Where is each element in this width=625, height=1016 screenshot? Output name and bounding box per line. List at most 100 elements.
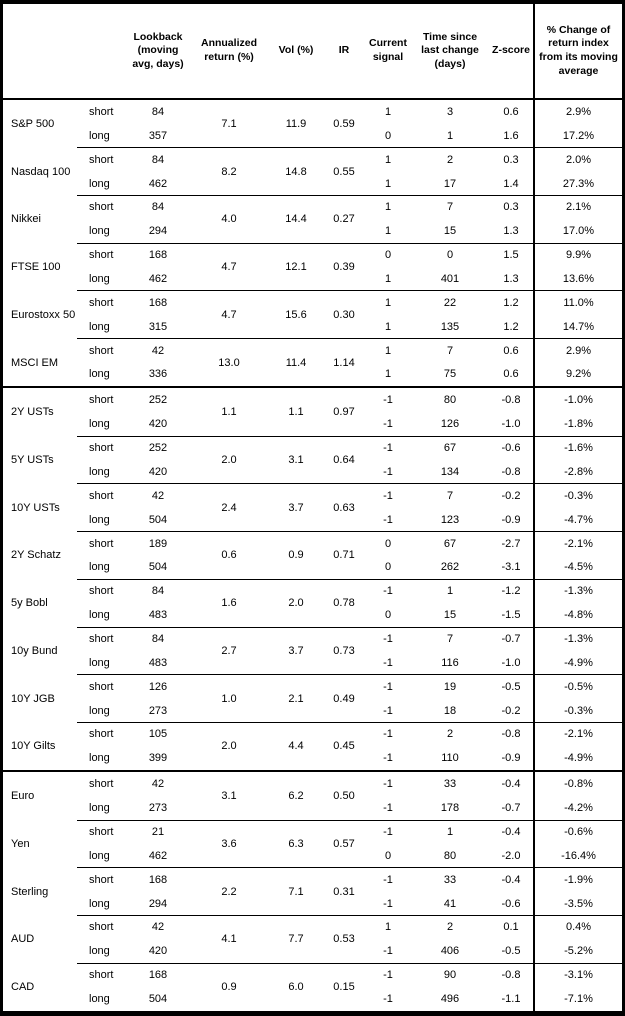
time-since-value-short: 1 bbox=[446, 825, 454, 838]
lookback-value-long: 399 bbox=[148, 752, 168, 765]
zscore-value-short: -0.8 bbox=[501, 394, 521, 407]
vol-value: 11.4 bbox=[285, 356, 307, 369]
signal-value-long: 0 bbox=[384, 129, 392, 142]
pct-change-value-short: 9.9% bbox=[533, 243, 622, 268]
col-header-zscore: Z-score bbox=[492, 44, 530, 57]
asset-name: 5Y USTs bbox=[11, 454, 54, 467]
pct-change-value-long: -7.1% bbox=[533, 987, 622, 1011]
time-since-value-long: 18 bbox=[443, 704, 457, 717]
lookback-value-long: 420 bbox=[148, 945, 168, 958]
position-label-long: long bbox=[89, 752, 110, 765]
time-since-value-long: 123 bbox=[440, 513, 460, 526]
time-since-value-short: 2 bbox=[446, 728, 454, 741]
zscore-value-short: 0.3 bbox=[503, 201, 519, 214]
asset-row-group: Eurostoxx 50 short long 168 315 4.7 15.6… bbox=[3, 290, 622, 339]
signal-value-long: -1 bbox=[383, 802, 393, 815]
lookback-value-long: 273 bbox=[148, 704, 168, 717]
table-body: S&P 500 short long 84 357 7.1 11.9 0.59 … bbox=[3, 100, 622, 1011]
asset-name: FTSE 100 bbox=[11, 261, 61, 274]
col-header-pct-change: % Change of return index from its moving… bbox=[533, 4, 622, 98]
ir-value: 0.45 bbox=[333, 740, 355, 753]
position-label-short: short bbox=[89, 969, 114, 982]
pct-change-value-long: 13.6% bbox=[533, 267, 622, 291]
lookback-value-short: 168 bbox=[148, 296, 168, 309]
pct-change-value-long: -4.9% bbox=[533, 746, 622, 771]
position-label-short: short bbox=[89, 873, 114, 886]
annualized-return-value: 13.0 bbox=[218, 356, 240, 369]
asset-name: 2Y USTs bbox=[11, 406, 54, 419]
vol-value: 3.7 bbox=[288, 501, 304, 514]
position-label-long: long bbox=[89, 993, 110, 1006]
zscore-value-short: -0.6 bbox=[501, 442, 521, 455]
time-since-value-short: 33 bbox=[443, 778, 457, 791]
col-header-current-signal: Current signal bbox=[369, 37, 407, 63]
position-label-long: long bbox=[89, 704, 110, 717]
position-label-short: short bbox=[89, 537, 114, 550]
zscore-value-long: 1.3 bbox=[503, 225, 519, 238]
ir-value: 0.31 bbox=[333, 885, 355, 898]
asset-row-group: MSCI EM short long 42 336 13.0 11.4 1.14… bbox=[3, 338, 622, 387]
position-label-long: long bbox=[89, 945, 110, 958]
asset-name: S&P 500 bbox=[11, 117, 55, 130]
signal-value-short: -1 bbox=[383, 585, 393, 598]
zscore-value-long: 1.6 bbox=[503, 129, 519, 142]
signal-value-long: -1 bbox=[383, 993, 393, 1006]
time-since-value-long: 178 bbox=[440, 802, 460, 815]
pct-change-value-short: 2.9% bbox=[533, 100, 622, 124]
ir-value: 0.63 bbox=[333, 501, 355, 514]
pct-change-value-long: -4.9% bbox=[533, 650, 622, 675]
lookback-value-long: 483 bbox=[148, 609, 168, 622]
vol-value: 14.4 bbox=[285, 213, 307, 226]
zscore-value-short: 0.1 bbox=[503, 921, 519, 934]
time-since-value-long: 126 bbox=[440, 418, 460, 431]
time-since-value-short: 67 bbox=[443, 442, 457, 455]
asset-row-group: 10Y JGB short long 126 273 1.0 2.1 0.49 … bbox=[3, 674, 622, 723]
position-label-long: long bbox=[89, 418, 110, 431]
vol-value: 3.7 bbox=[288, 644, 304, 657]
asset-name: Euro bbox=[11, 790, 35, 803]
pct-change-value-long: -0.3% bbox=[533, 698, 622, 723]
position-label-short: short bbox=[89, 249, 114, 262]
zscore-value-long: 1.4 bbox=[503, 177, 519, 190]
signal-value-short: -1 bbox=[383, 394, 393, 407]
time-since-value-short: 22 bbox=[443, 296, 457, 309]
ir-value: 0.30 bbox=[333, 308, 355, 321]
asset-name: 2Y Schatz bbox=[11, 549, 61, 562]
ir-value: 0.64 bbox=[333, 454, 355, 467]
position-label-short: short bbox=[89, 105, 114, 118]
annualized-return-value: 3.1 bbox=[221, 790, 237, 803]
pct-change-value-long: 17.2% bbox=[533, 123, 622, 148]
ir-value: 0.39 bbox=[333, 261, 355, 274]
signal-value-long: -1 bbox=[383, 704, 393, 717]
lookback-value-short: 21 bbox=[151, 825, 165, 838]
lookback-value-long: 273 bbox=[148, 802, 168, 815]
zscore-value-short: -0.4 bbox=[501, 778, 521, 791]
zscore-value-long: -1.5 bbox=[501, 609, 521, 622]
position-label-short: short bbox=[89, 394, 114, 407]
zscore-value-long: -0.2 bbox=[501, 704, 521, 717]
pct-change-value-long: 14.7% bbox=[533, 314, 622, 339]
time-since-value-long: 17 bbox=[443, 177, 457, 190]
asset-name: AUD bbox=[11, 933, 35, 946]
time-since-value-long: 406 bbox=[440, 945, 460, 958]
asset-row-group: Nikkei short long 84 294 4.0 14.4 0.27 1… bbox=[3, 194, 622, 244]
vol-value: 11.9 bbox=[285, 117, 307, 130]
pct-change-value-short: -1.0% bbox=[533, 388, 622, 413]
table-header-row: Lookback (moving avg, days) Annualized r… bbox=[3, 4, 622, 100]
pct-change-value-short: 2.9% bbox=[533, 338, 622, 363]
section-fx: Euro short long 42 273 3.1 6.2 0.50 -1 -… bbox=[3, 770, 622, 1011]
asset-name: 10y Bund bbox=[11, 644, 58, 657]
signal-value-short: -1 bbox=[383, 680, 393, 693]
zscore-value-long: 1.3 bbox=[503, 273, 519, 285]
time-since-value-long: 262 bbox=[440, 561, 460, 574]
annualized-return-value: 4.0 bbox=[221, 213, 237, 226]
ir-value: 0.57 bbox=[333, 837, 355, 850]
zscore-value-long: -0.9 bbox=[501, 752, 521, 765]
time-since-value-long: 116 bbox=[441, 656, 459, 669]
time-since-value-short: 33 bbox=[443, 873, 457, 886]
zscore-value-long: -0.6 bbox=[501, 897, 521, 910]
vol-value: 12.1 bbox=[285, 261, 307, 274]
vol-value: 2.1 bbox=[288, 692, 304, 705]
pct-change-value-short: -1.3% bbox=[533, 579, 622, 604]
pct-change-value-long: 27.3% bbox=[533, 171, 622, 196]
